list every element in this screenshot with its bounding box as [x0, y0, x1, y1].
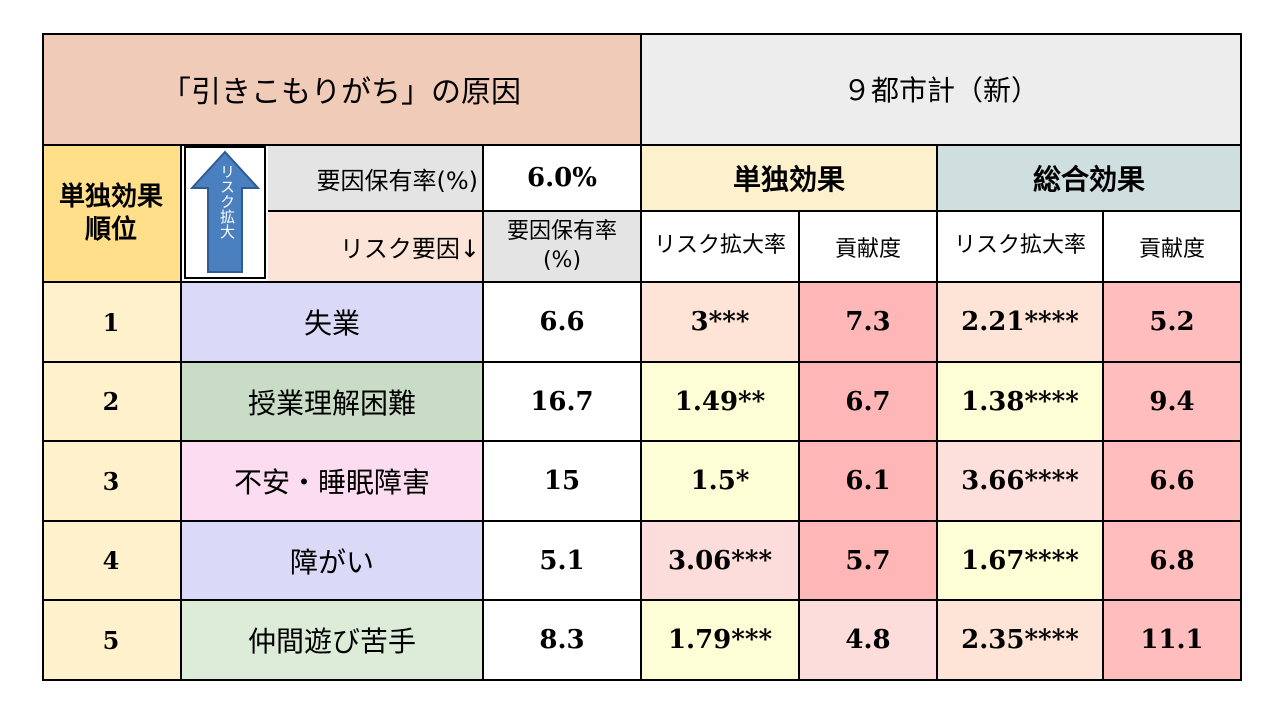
- factor-cell: 不安・睡眠障害: [182, 442, 484, 522]
- region-title: ９都市計（新）: [642, 33, 1242, 146]
- total-contribution-header: 貢献度: [1104, 212, 1242, 283]
- total-risk-cell: 1.38****: [938, 363, 1104, 442]
- risk-factor-label: リスク要因↓: [268, 212, 484, 283]
- total-risk-cell: 2.35****: [938, 601, 1104, 681]
- rank-cell: 1: [42, 283, 182, 363]
- total-contribution-cell: 9.4: [1104, 363, 1242, 442]
- single-risk-cell: 3***: [642, 283, 800, 363]
- factor-cell: 障がい: [182, 522, 484, 601]
- total-risk-cell: 2.21****: [938, 283, 1104, 363]
- rank-cell: 2: [42, 363, 182, 442]
- rate-cell: 15: [484, 442, 642, 522]
- single-contribution-header: 貢献度: [800, 212, 938, 283]
- cause-table: 「引きこもりがち」の原因 ９都市計（新） 単独効果 順位 リスク拡大 要因保有率…: [42, 33, 1242, 681]
- total-risk-cell: 1.67****: [938, 522, 1104, 601]
- single-risk-cell: 1.5*: [642, 442, 800, 522]
- rank-cell: 3: [42, 442, 182, 522]
- rate-cell: 16.7: [484, 363, 642, 442]
- single-effect-header: 単独効果: [642, 146, 938, 212]
- total-effect-header: 総合効果: [938, 146, 1242, 212]
- single-contribution-cell: 7.3: [800, 283, 938, 363]
- factor-cell: 授業理解困難: [182, 363, 484, 442]
- total-risk-cell: 3.66****: [938, 442, 1104, 522]
- arrow-cell: リスク拡大: [182, 146, 268, 283]
- single-contribution-cell: 6.1: [800, 442, 938, 522]
- arrow-text: リスク拡大: [218, 164, 236, 239]
- single-contribution-cell: 4.8: [800, 601, 938, 681]
- single-contribution-cell: 6.7: [800, 363, 938, 442]
- total-contribution-cell: 11.1: [1104, 601, 1242, 681]
- single-risk-cell: 1.79***: [642, 601, 800, 681]
- factor-cell: 失業: [182, 283, 484, 363]
- single-risk-header: リスク拡大率: [642, 212, 800, 283]
- up-arrow-icon: [189, 150, 261, 273]
- rank-cell: 5: [42, 601, 182, 681]
- arrow-frame: リスク拡大: [184, 146, 266, 279]
- rank-header: 単独効果 順位: [42, 146, 182, 283]
- rank-cell: 4: [42, 522, 182, 601]
- single-risk-cell: 1.49**: [642, 363, 800, 442]
- rate-column-header: 要因保有率(%): [484, 212, 642, 283]
- total-contribution-cell: 6.6: [1104, 442, 1242, 522]
- table-title: 「引きこもりがち」の原因: [42, 33, 642, 146]
- factor-rate-label: 要因保有率(%): [268, 146, 484, 212]
- single-risk-cell: 3.06***: [642, 522, 800, 601]
- rate-cell: 5.1: [484, 522, 642, 601]
- factor-rate-value: 6.0%: [484, 146, 642, 212]
- total-risk-header: リスク拡大率: [938, 212, 1104, 283]
- total-contribution-cell: 5.2: [1104, 283, 1242, 363]
- rate-cell: 8.3: [484, 601, 642, 681]
- single-contribution-cell: 5.7: [800, 522, 938, 601]
- rate-cell: 6.6: [484, 283, 642, 363]
- factor-cell: 仲間遊び苦手: [182, 601, 484, 681]
- total-contribution-cell: 6.8: [1104, 522, 1242, 601]
